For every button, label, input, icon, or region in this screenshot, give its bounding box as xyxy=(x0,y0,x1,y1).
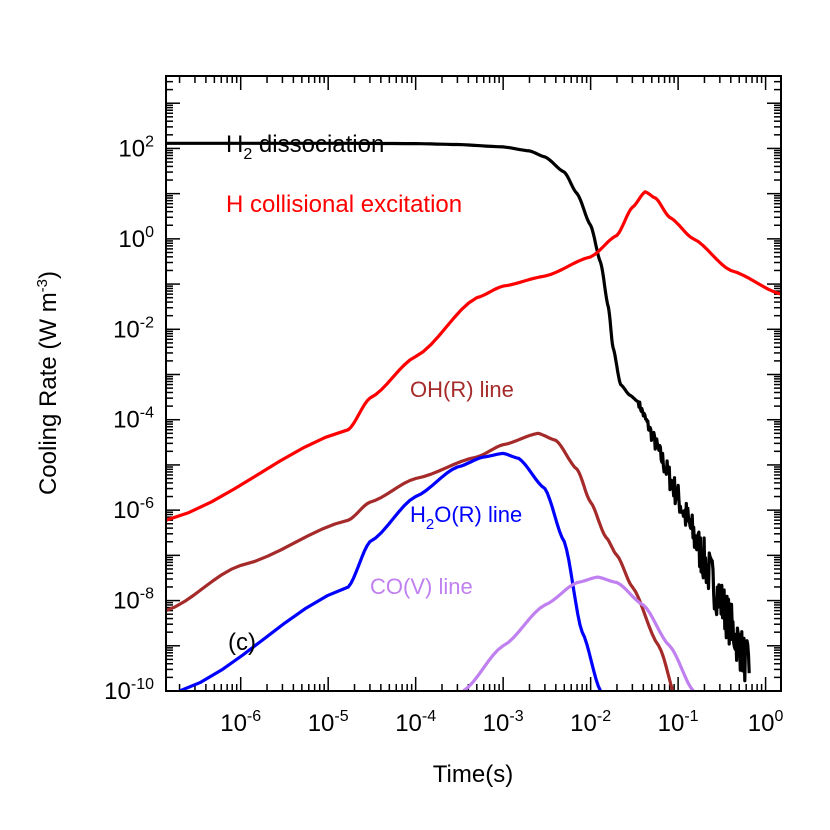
x-tick-label: 100 xyxy=(748,708,784,737)
y-tick-label: 100 xyxy=(118,224,154,253)
y-tick-label: 10-2 xyxy=(113,314,154,343)
series-line-h2o xyxy=(178,451,603,691)
y-tick-label: 10-10 xyxy=(104,676,154,705)
y-axis-label-close: ) xyxy=(35,271,62,279)
y-tick-label: 102 xyxy=(118,133,154,162)
series-line-h xyxy=(166,190,781,522)
y-axis-label: Cooling Rate (W m-3) xyxy=(34,271,62,495)
panel-label: (c) xyxy=(228,629,256,656)
y-tick-label: 10-4 xyxy=(113,405,154,434)
y-tick-label: 10-6 xyxy=(113,495,154,524)
x-tick-label: 10-4 xyxy=(395,708,436,737)
legend-h2o-rest: O(R) line xyxy=(434,502,522,527)
y-axis-label-sup: -3 xyxy=(34,279,51,292)
x-tick-label: 10-6 xyxy=(220,708,261,737)
series-line-co xyxy=(462,575,695,691)
legend-label-h-collisional: H collisional excitation xyxy=(226,191,462,218)
legend-label-oh: OH(R) line xyxy=(410,377,514,402)
y-axis-label-main: Cooling Rate (W m xyxy=(35,292,62,495)
tick-labels: 10-6 10-5 10-4 10-3 10-2 10-1 100 102 100 10-2 10-… xyxy=(104,133,783,737)
x-tick-label: 10-5 xyxy=(308,708,349,737)
legend-label-co: CO(V) line xyxy=(370,574,473,599)
x-tick-label: 10-3 xyxy=(483,708,524,737)
legend-h2-main: H xyxy=(226,131,243,158)
series-line-h2 xyxy=(166,141,751,683)
legend-h2-sub: 2 xyxy=(243,146,252,163)
x-tick-label: 10-2 xyxy=(570,708,611,737)
legend-h2-rest: dissociation xyxy=(252,131,384,158)
series-line-oh xyxy=(166,431,675,691)
legend-h2o-main: H xyxy=(410,502,426,527)
legend-label-h2-dissociation: H2 dissociation xyxy=(226,131,384,163)
axis-ticks xyxy=(166,75,781,692)
x-tick-label: 10-1 xyxy=(658,708,699,737)
y-tick-label: 10-8 xyxy=(113,586,154,615)
legend-label-h2o: H2O(R) line xyxy=(410,502,522,533)
plot-frame xyxy=(165,75,782,692)
x-axis-label: Time(s) xyxy=(433,761,513,788)
legend-h2o-sub: 2 xyxy=(426,516,434,533)
series-lines xyxy=(166,141,781,691)
